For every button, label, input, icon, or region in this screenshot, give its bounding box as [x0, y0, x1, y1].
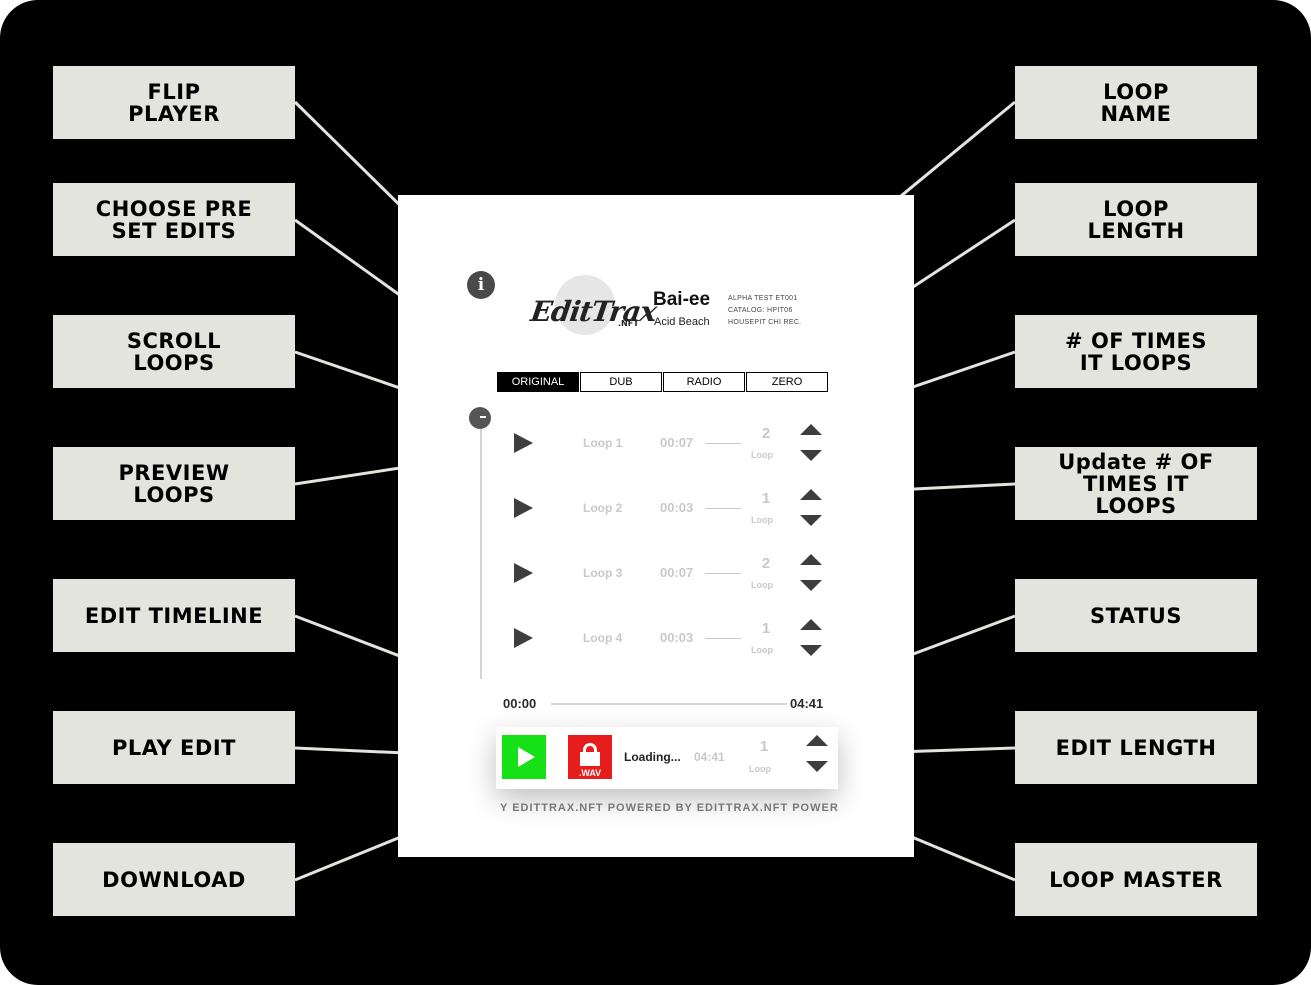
preview-play-icon[interactable]: [514, 563, 533, 583]
loop-unit: Loop: [751, 645, 773, 655]
callout-edit-timeline: EDIT TIMELINE: [53, 579, 295, 652]
loop-divider: [705, 508, 741, 509]
artist-name: Acid Beach: [654, 316, 710, 328]
edit-length: 04:41: [694, 750, 725, 764]
loop-divider: [705, 638, 741, 639]
loop-row: Loop 1 00:07 2 Loop: [398, 423, 914, 463]
loop-length: 00:03: [660, 500, 694, 515]
loop-row: Loop 2 00:03 1 Loop: [398, 488, 914, 528]
increment-arrow-icon[interactable]: [800, 554, 822, 565]
loop-divider: [705, 573, 741, 574]
loop-name: Loop 3: [583, 566, 623, 580]
callout-times-it-loops: # OF TIMES IT LOOPS: [1015, 315, 1257, 388]
meta-line: ALPHA TEST ET001: [728, 295, 798, 302]
loop-row: Loop 4 00:03 1 Loop: [398, 618, 914, 658]
track-title: Bai-ee: [653, 289, 711, 310]
callout-download: DOWNLOAD: [53, 843, 295, 916]
preview-play-icon[interactable]: [514, 433, 533, 453]
loop-length: 00:07: [660, 435, 694, 450]
decrement-arrow-icon[interactable]: [800, 450, 822, 461]
preview-play-icon[interactable]: [514, 628, 533, 648]
meta-line: HOUSEPIT CHI REC.: [728, 319, 802, 326]
loop-unit: Loop: [751, 515, 773, 525]
meta-line: CATALOG: HPIT06: [728, 307, 793, 314]
decrement-arrow-icon[interactable]: [800, 580, 822, 591]
callout-loop-length: LOOP LENGTH: [1015, 183, 1257, 256]
loop-name: Loop 1: [583, 436, 623, 450]
increment-arrow-icon[interactable]: [800, 619, 822, 630]
master-loop-unit: Loop: [749, 764, 771, 774]
callout-preview-loops: PREVIEW LOOPS: [53, 447, 295, 520]
loop-name: Loop 4: [583, 631, 623, 645]
master-loop-count: 1: [759, 738, 769, 755]
decrement-arrow-icon[interactable]: [800, 645, 822, 656]
master-decrement-arrow-icon[interactable]: [806, 761, 828, 772]
callout-play-edit: PLAY EDIT: [53, 711, 295, 784]
tab-zero[interactable]: ZERO: [746, 372, 828, 392]
download-label: .WAV: [578, 768, 602, 778]
callout-update-times-it-loops: Update # OF TIMES IT LOOPS: [1015, 447, 1257, 520]
tab-radio[interactable]: RADIO: [663, 372, 745, 392]
callout-choose-preset-edits: CHOOSE PRE SET EDITS: [53, 183, 295, 256]
increment-arrow-icon[interactable]: [800, 489, 822, 500]
loop-scroll-knob[interactable]: [469, 407, 491, 429]
download-wav-button[interactable]: .WAV: [568, 735, 612, 779]
callout-loop-name: LOOP NAME: [1015, 66, 1257, 139]
status-text: Loading...: [624, 750, 681, 764]
loop-scroll-track[interactable]: [480, 429, 482, 679]
edit-timeline-bar[interactable]: [551, 703, 787, 705]
info-icon[interactable]: i: [467, 271, 495, 299]
preview-play-icon[interactable]: [514, 498, 533, 518]
loop-count: 1: [761, 490, 771, 507]
callout-loop-master: LOOP MASTER: [1015, 843, 1257, 916]
lock-icon: [583, 743, 597, 757]
loop-count: 2: [761, 555, 771, 572]
logo-badge: [555, 275, 615, 335]
master-increment-arrow-icon[interactable]: [806, 735, 828, 746]
loop-count: 1: [761, 620, 771, 637]
callout-edit-length: EDIT LENGTH: [1015, 711, 1257, 784]
preset-tabs: ORIGINAL DUB RADIO ZERO: [497, 372, 829, 392]
loop-unit: Loop: [751, 580, 773, 590]
tab-dub[interactable]: DUB: [580, 372, 662, 392]
loop-unit: Loop: [751, 450, 773, 460]
lock-body: [580, 752, 600, 766]
tab-original[interactable]: ORIGINAL: [497, 372, 579, 392]
callout-scroll-loops: SCROLL LOOPS: [53, 315, 295, 388]
timeline-end: 04:41: [790, 696, 824, 711]
loop-length: 00:03: [660, 630, 694, 645]
loop-divider: [705, 443, 741, 444]
player-card: i EditTrax .NFT Bai-ee Acid Beach ALPHA …: [398, 195, 914, 857]
callout-flip-player: FLIP PLAYER: [53, 66, 295, 139]
footer-ticker: Y EDITTRAX.NFT POWERED BY EDITTRAX.NFT P…: [500, 802, 838, 814]
decrement-arrow-icon[interactable]: [800, 515, 822, 526]
loop-row: Loop 3 00:07 2 Loop: [398, 553, 914, 593]
loop-length: 00:07: [660, 565, 694, 580]
loop-name: Loop 2: [583, 501, 623, 515]
timeline-start: 00:00: [503, 696, 537, 711]
logo-nft: .NFT: [618, 319, 639, 328]
play-edit-button[interactable]: [502, 735, 546, 779]
loop-count: 2: [761, 425, 771, 442]
callout-status: STATUS: [1015, 579, 1257, 652]
increment-arrow-icon[interactable]: [800, 424, 822, 435]
loop-master-bar: .WAV Loading... 04:41 1 Loop: [496, 727, 838, 789]
